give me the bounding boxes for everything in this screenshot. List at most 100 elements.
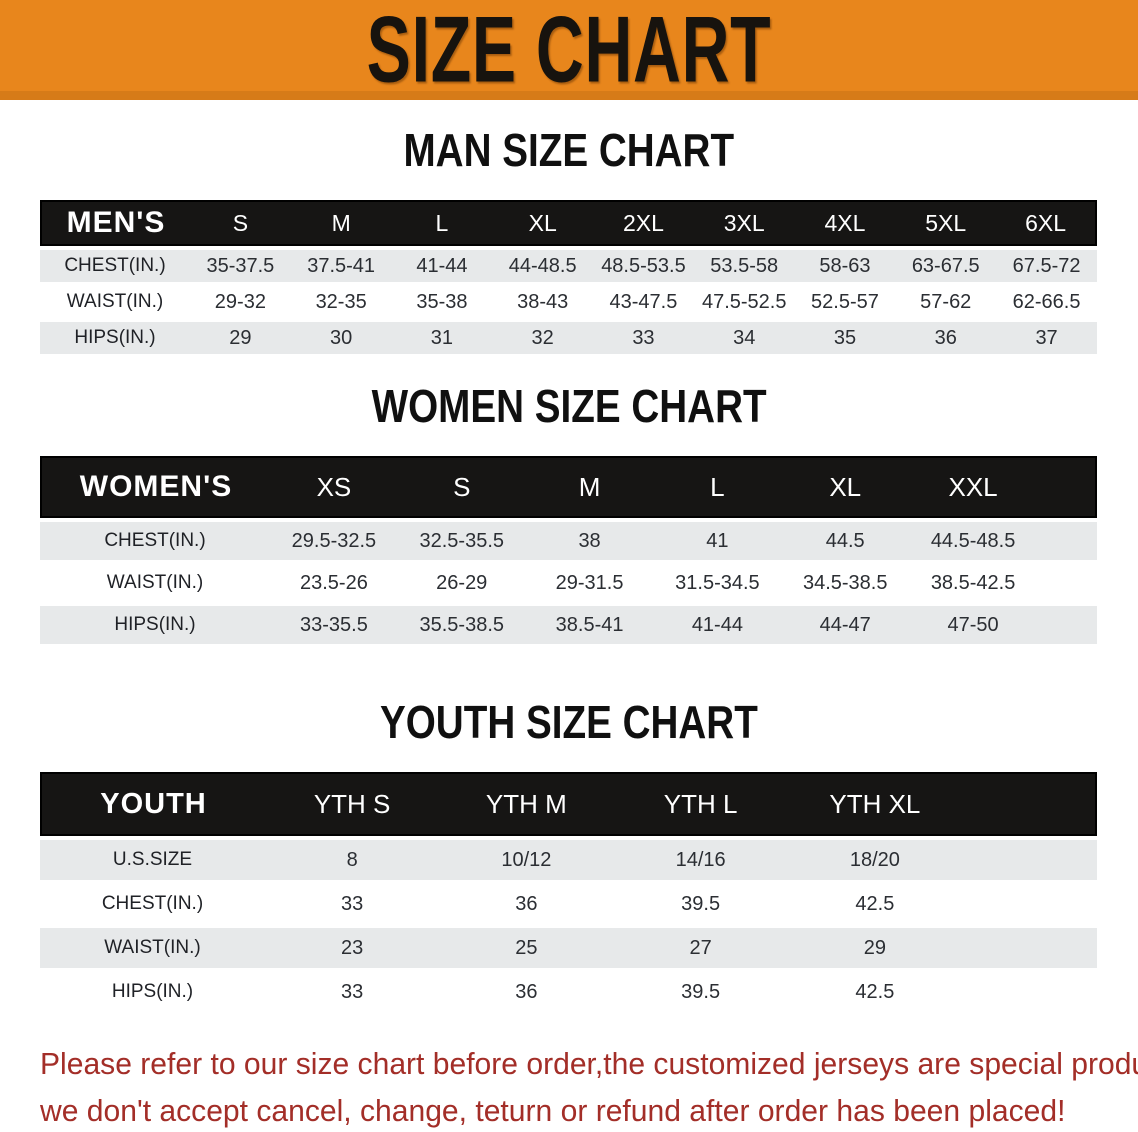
table-row: CHEST(IN.) 33 36 39.5 42.5	[40, 884, 1097, 924]
table-row: CHEST(IN.) 35-37.5 37.5-41 41-44 44-48.5 48.5…	[40, 250, 1097, 282]
table-cell: 29.5-32.5	[270, 522, 398, 560]
row-label: WAIST(IN.)	[40, 564, 270, 602]
column-header: 3XL	[693, 200, 795, 246]
table-cell: 33	[265, 972, 440, 1012]
table-cell: 37	[996, 322, 1097, 354]
column-header: YTH XL	[787, 772, 962, 836]
table-row: HIPS(IN.) 29 30 31 32 33 34 35 36 37	[40, 322, 1097, 354]
table-cell: 41-44	[653, 606, 782, 644]
row-spacer	[1037, 606, 1097, 644]
table-cell: 10/12	[439, 840, 614, 880]
table-cell: 38.5-42.5	[909, 564, 1037, 602]
table-cell: 44-47	[781, 606, 910, 644]
row-spacer	[962, 928, 1097, 968]
column-header: XXL	[909, 456, 1037, 518]
youth-size-table: YOUTH YTH S YTH M YTH L YTH XL U.S.SIZE 8 10/1…	[40, 768, 1097, 1016]
table-cell: 36	[895, 322, 997, 354]
table-cell: 31	[391, 322, 493, 354]
row-label: HIPS(IN.)	[40, 972, 265, 1012]
table-cell: 34.5-38.5	[781, 564, 910, 602]
youth-size-chart-heading-text: YOUTH SIZE CHART	[380, 696, 758, 748]
column-header: M	[525, 456, 654, 518]
man-size-chart-heading-text: MAN SIZE CHART	[403, 124, 735, 176]
table-cell: 29-32	[190, 286, 291, 318]
table-cell: 62-66.5	[996, 286, 1097, 318]
table-cell: 32.5-35.5	[397, 522, 526, 560]
column-header: YTH M	[439, 772, 614, 836]
table-cell: 42.5	[787, 972, 962, 1012]
table-cell: 47-50	[909, 606, 1037, 644]
column-header: S	[397, 456, 526, 518]
disclaimer-line-2: we don't accept cancel, change, teturn o…	[40, 1093, 1066, 1128]
column-header: 5XL	[895, 200, 997, 246]
row-spacer	[962, 840, 1097, 880]
table-cell: 30	[290, 322, 392, 354]
table-cell: 48.5-53.5	[593, 250, 694, 282]
table-cell: 41	[653, 522, 782, 560]
column-header: XS	[270, 456, 398, 518]
table-cell: 43-47.5	[593, 286, 694, 318]
column-header: YTH S	[265, 772, 440, 836]
table-cell: 31.5-34.5	[653, 564, 782, 602]
table-title: MEN'S	[40, 200, 190, 246]
table-cell: 35-37.5	[190, 250, 291, 282]
column-header: 2XL	[593, 200, 694, 246]
table-row: HIPS(IN.) 33-35.5 35.5-38.5 38.5-41 41-44 44-…	[40, 606, 1097, 644]
row-label: U.S.SIZE	[40, 840, 265, 880]
row-label: CHEST(IN.)	[40, 522, 270, 560]
man-size-chart-heading: MAN SIZE CHART	[0, 126, 1138, 174]
column-header: L	[653, 456, 782, 518]
column-header: XL	[781, 456, 910, 518]
size-chart-banner: SIZE CHART	[0, 0, 1138, 102]
mens-size-table: MEN'S S M L XL 2XL 3XL 4XL 5XL 6XL CHEST(IN.) 35-3…	[40, 196, 1097, 358]
table-cell: 58-63	[794, 250, 896, 282]
table-cell: 33-35.5	[270, 606, 398, 644]
table-cell: 35.5-38.5	[397, 606, 526, 644]
table-cell: 38	[525, 522, 654, 560]
youth-table-header-row: YOUTH YTH S YTH M YTH L YTH XL	[40, 772, 1097, 836]
table-row: U.S.SIZE 8 10/12 14/16 18/20	[40, 840, 1097, 880]
table-cell: 18/20	[787, 840, 962, 880]
table-cell: 52.5-57	[794, 286, 896, 318]
table-cell: 36	[439, 884, 614, 924]
table-cell: 32	[492, 322, 594, 354]
table-cell: 44-48.5	[492, 250, 594, 282]
column-header: M	[290, 200, 392, 246]
table-cell: 38-43	[492, 286, 594, 318]
row-label: CHEST(IN.)	[40, 884, 265, 924]
table-cell: 53.5-58	[693, 250, 795, 282]
table-cell: 29-31.5	[525, 564, 654, 602]
table-cell: 39.5	[613, 972, 788, 1012]
table-row: WAIST(IN.) 23.5-26 26-29 29-31.5 31.5-34.5 34…	[40, 564, 1097, 602]
table-row: HIPS(IN.) 33 36 39.5 42.5	[40, 972, 1097, 1012]
mens-table-header-row: MEN'S S M L XL 2XL 3XL 4XL 5XL 6XL	[40, 200, 1097, 246]
table-cell: 29	[190, 322, 291, 354]
table-cell: 44.5-48.5	[909, 522, 1037, 560]
table-cell: 33	[265, 884, 440, 924]
youth-size-chart-heading: YOUTH SIZE CHART	[0, 698, 1138, 746]
table-row: WAIST(IN.) 23 25 27 29	[40, 928, 1097, 968]
column-header: L	[391, 200, 493, 246]
table-cell: 35-38	[391, 286, 493, 318]
row-label: CHEST(IN.)	[40, 250, 190, 282]
table-cell: 33	[593, 322, 694, 354]
row-label: WAIST(IN.)	[40, 928, 265, 968]
table-cell: 67.5-72	[996, 250, 1097, 282]
table-cell: 57-62	[895, 286, 997, 318]
table-cell: 63-67.5	[895, 250, 997, 282]
table-row: WAIST(IN.) 29-32 32-35 35-38 38-43 43-47.5 47.…	[40, 286, 1097, 318]
row-label: HIPS(IN.)	[40, 322, 190, 354]
column-header: 4XL	[794, 200, 896, 246]
row-spacer	[962, 972, 1097, 1012]
womens-table-container: WOMEN'S XS S M L XL XXL CHEST(IN.) 29.5-32.5 32.…	[40, 452, 1097, 648]
header-spacer	[962, 772, 1097, 836]
womens-size-table: WOMEN'S XS S M L XL XXL CHEST(IN.) 29.5-32.5 32.…	[40, 452, 1097, 648]
table-cell: 44.5	[781, 522, 910, 560]
row-spacer	[1037, 522, 1097, 560]
banner-title: SIZE CHART	[366, 0, 772, 102]
table-cell: 38.5-41	[525, 606, 654, 644]
table-cell: 23.5-26	[270, 564, 398, 602]
row-spacer	[1037, 564, 1097, 602]
column-header: 6XL	[996, 200, 1097, 246]
table-cell: 34	[693, 322, 795, 354]
